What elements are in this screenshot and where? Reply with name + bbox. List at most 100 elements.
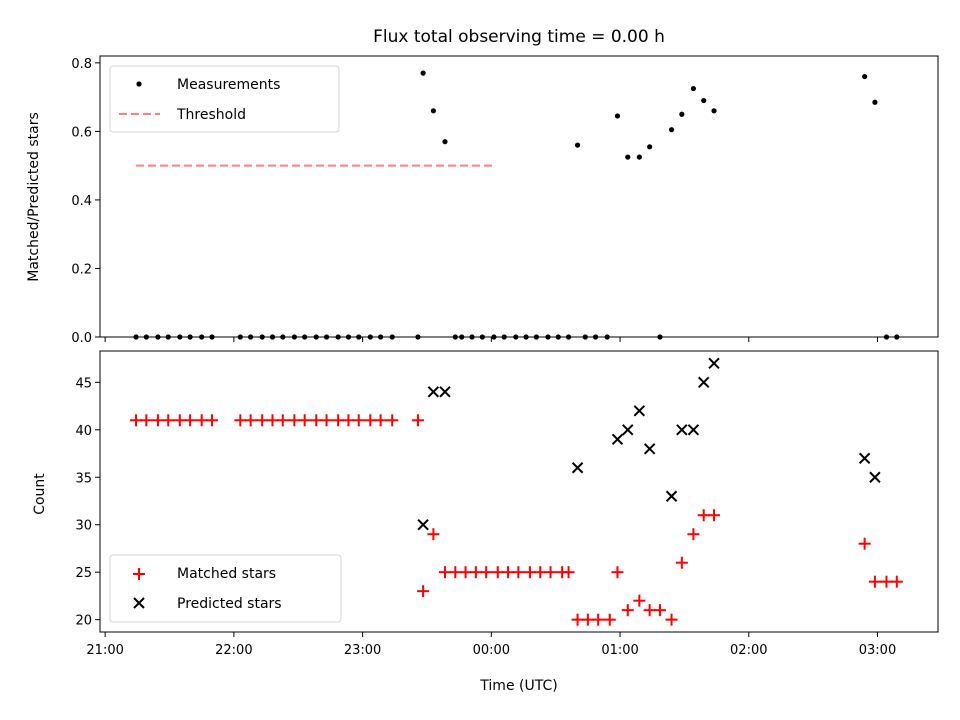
matched-star-point — [469, 566, 482, 579]
measurement-point — [701, 97, 707, 104]
legend-predicted-label: Predicted stars — [177, 596, 282, 612]
measurement-point — [555, 334, 561, 340]
measurement-point — [442, 139, 448, 145]
matched-star-point — [592, 613, 605, 626]
x-tick-label: 03:00 — [859, 643, 896, 658]
matched-star-point — [697, 509, 710, 522]
measurement-point — [291, 334, 297, 340]
measurement-point — [894, 334, 900, 340]
predicted-star-point — [708, 357, 720, 370]
matched-star-point — [320, 414, 333, 427]
top-y-axis-label: Matched/Predicted stars — [26, 112, 42, 282]
matched-star-point — [151, 414, 164, 427]
measurement-point — [592, 334, 599, 340]
measurement-point — [469, 334, 475, 340]
matched-star-point — [633, 594, 646, 607]
top-y-axis: 0.0 0.2 0.4 0.6 0.8 — [71, 57, 100, 346]
bottom-legend-frame — [109, 554, 342, 623]
matched-star-point — [386, 414, 399, 427]
measurement-point — [133, 334, 139, 340]
matched-star-point — [562, 566, 575, 579]
measurement-point — [378, 334, 384, 340]
measurement-point — [647, 144, 653, 150]
measurement-point — [657, 334, 663, 340]
matched-star-point — [603, 613, 616, 626]
y-tick-label: 0.8 — [71, 57, 92, 72]
matched-star-point — [611, 566, 624, 579]
y-tick-label: 35 — [75, 471, 92, 486]
matched-star-point — [184, 414, 197, 427]
predicted-star-point — [665, 490, 678, 502]
matched-star-point — [480, 566, 493, 579]
predicted-star-point — [858, 452, 871, 464]
measurement-point — [345, 334, 352, 340]
measurement-point — [237, 334, 243, 340]
bottom-x-axis: 21:00 22:00 23:00 00:00 01:00 02:00 03:00 — [86, 632, 896, 658]
bottom-panel: 20 25 30 35 40 45 21:00 22:00 23:00 00:00 01:00 02… — [32, 350, 939, 694]
predicted-star-point — [417, 519, 429, 531]
predicted-star-point — [611, 433, 624, 445]
matched-star-point — [130, 414, 143, 427]
measurement-point — [209, 334, 215, 340]
measurement-point — [420, 70, 426, 76]
measurement-point — [862, 73, 868, 80]
measurement-point — [614, 113, 621, 119]
measurement-point — [872, 99, 878, 105]
legend-measurements-marker — [136, 81, 142, 87]
matched-star-point — [310, 414, 323, 427]
matched-star-point — [491, 566, 504, 579]
measurement-point — [459, 334, 465, 340]
x-tick-label: 00:00 — [473, 643, 510, 658]
measurement-point — [199, 334, 205, 340]
count-points — [130, 357, 903, 626]
measurement-point — [574, 142, 581, 148]
x-tick-label: 22:00 — [215, 643, 252, 658]
y-tick-label: 0.0 — [71, 331, 92, 346]
y-tick-label: 0.2 — [71, 262, 92, 277]
measurement-point — [177, 334, 183, 340]
matched-star-point — [858, 537, 871, 550]
matched-star-point — [868, 575, 881, 588]
predicted-star-point — [869, 471, 881, 483]
measurement-point — [165, 334, 171, 340]
measurement-point — [513, 334, 519, 340]
matched-star-point — [459, 566, 472, 579]
matched-star-point — [244, 414, 257, 427]
measurement-point — [479, 334, 485, 340]
measurement-point — [302, 334, 308, 340]
matched-star-point — [352, 414, 365, 427]
measurement-point — [143, 334, 149, 340]
measurement-point — [367, 334, 373, 340]
matched-star-point — [581, 613, 594, 626]
top-panel: 0.00.20.40.60.8 Matched/Predicted stars … — [26, 55, 939, 346]
measurement-point — [501, 334, 507, 340]
matched-star-point — [502, 566, 515, 579]
y-tick-label: 20 — [75, 614, 92, 629]
matched-star-point — [621, 604, 634, 617]
matched-star-point — [342, 414, 355, 427]
matched-star-point — [417, 585, 430, 598]
x-tick-label: 01:00 — [601, 643, 638, 658]
measurement-point — [523, 334, 529, 340]
matched-star-point — [687, 528, 700, 541]
measurement-point — [636, 154, 642, 160]
measurement-point — [269, 334, 276, 340]
matched-star-point — [276, 414, 289, 427]
matched-star-point — [653, 604, 666, 617]
y-tick-label: 25 — [75, 566, 92, 581]
matched-star-point — [544, 566, 557, 579]
x-tick-label: 21:00 — [86, 643, 123, 658]
measurement-point — [323, 334, 330, 340]
matched-star-point — [675, 556, 688, 569]
measurement-point — [668, 127, 675, 133]
matched-star-point — [512, 566, 525, 579]
predicted-star-point — [698, 376, 710, 389]
y-tick-label: 40 — [75, 424, 92, 439]
legend-measurements-label: Measurements — [177, 77, 280, 93]
matched-star-point — [140, 414, 153, 427]
matched-star-point — [534, 566, 547, 579]
matched-star-point — [880, 575, 893, 588]
predicted-star-point — [633, 405, 646, 417]
measurement-point — [711, 108, 717, 114]
matched-star-point — [643, 604, 656, 617]
